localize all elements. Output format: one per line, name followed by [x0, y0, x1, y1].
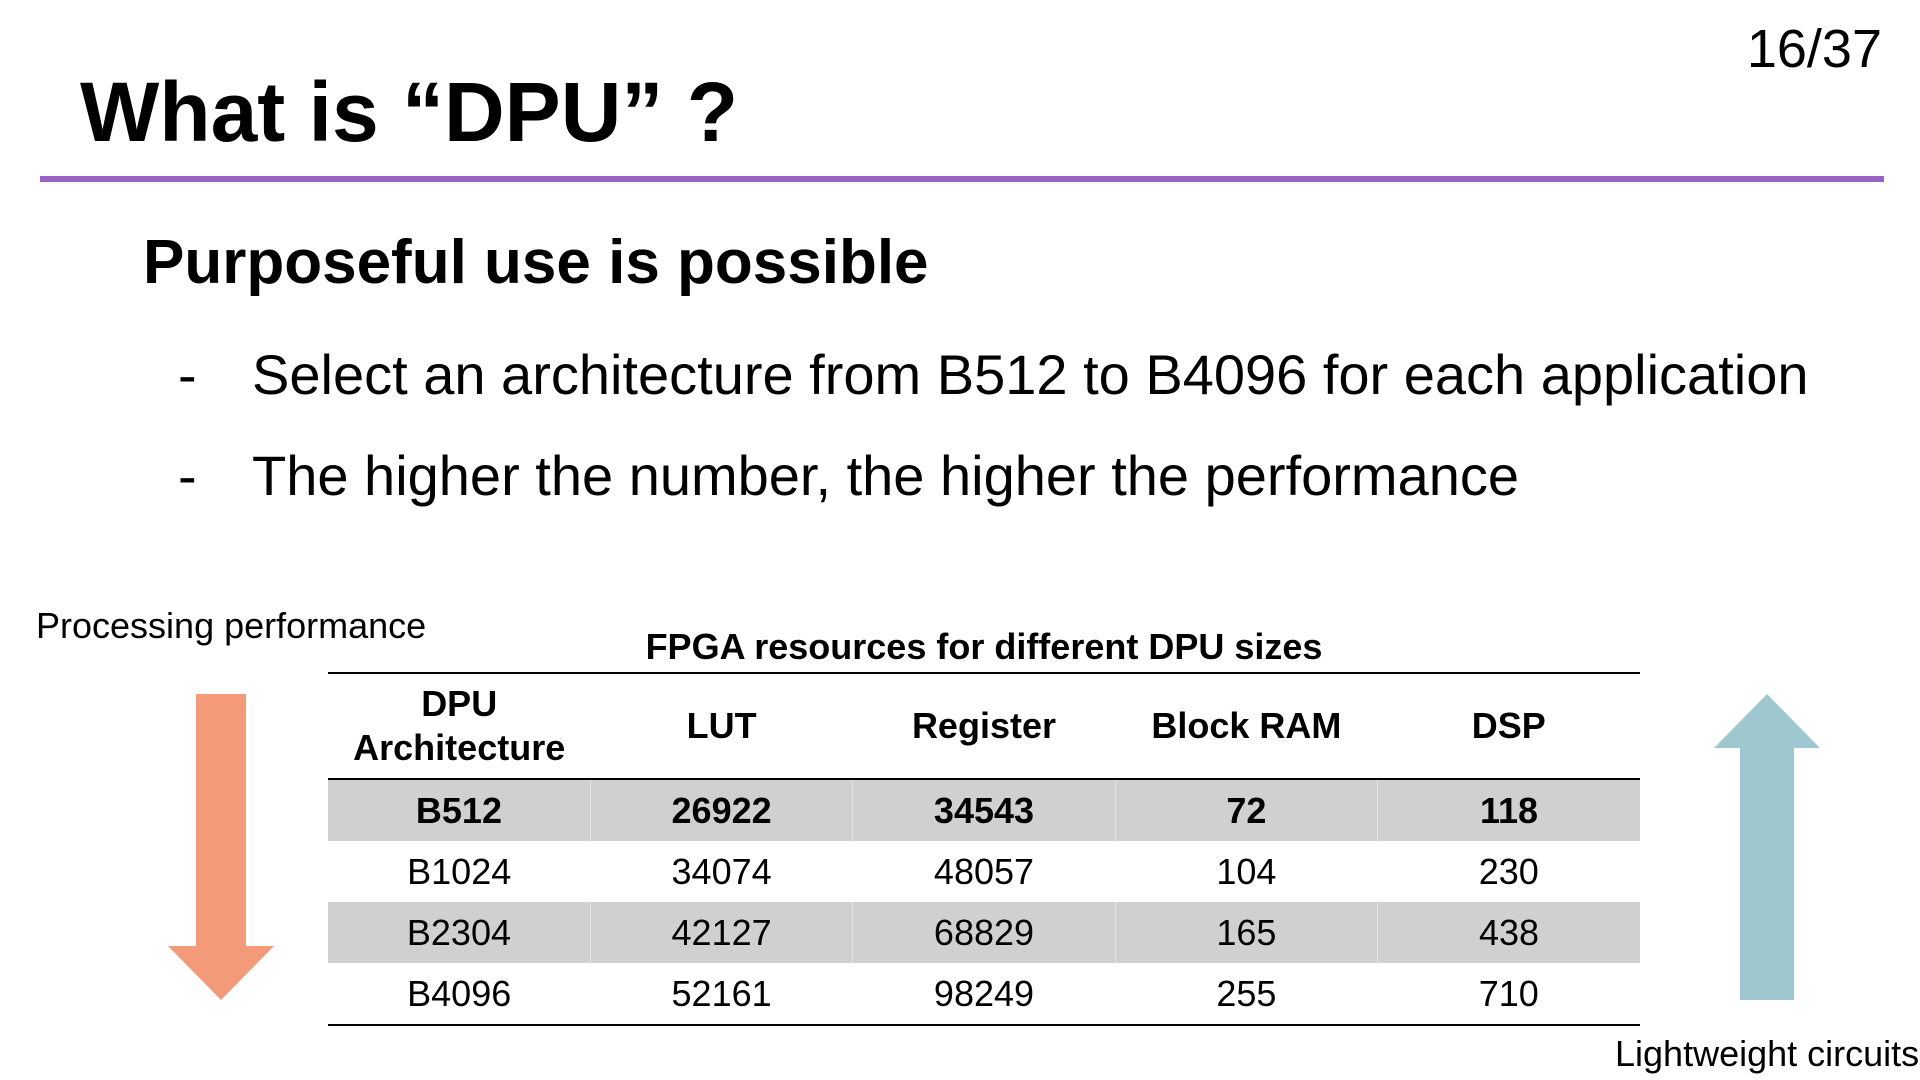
cell-lut: 34074 [671, 850, 772, 892]
lightweight-circuits-label: Lightweight circuits [1615, 1033, 1920, 1074]
cell-arch: B512 [328, 779, 591, 841]
bullet-text: The higher the number, the higher the pe… [252, 444, 1519, 507]
bullet-dash: - [178, 444, 197, 507]
cell-block-ram: 165 [1115, 902, 1379, 963]
cell-register: 48057 [933, 850, 1035, 892]
cell-lut: 52161 [590, 963, 853, 1026]
header-block-ram: Block RAM [1115, 672, 1378, 780]
fpga-resource-table: DPU Architecture LUT Register Block RAM … [328, 672, 1640, 1026]
header-arch-line2: Architecture [353, 727, 566, 768]
cell-arch: B4096 [328, 963, 591, 1026]
cell-register: 98249 [852, 963, 1116, 1026]
page-number: 16/37 [1746, 19, 1882, 79]
cell-dsp: 230 [1478, 850, 1539, 892]
slide-title: What is “DPU” ? [80, 65, 739, 159]
table-row: B1024 34074 48057 104 230 [328, 841, 1640, 902]
processing-performance-label: Processing performance [36, 605, 427, 646]
cell-block-ram: 255 [1115, 963, 1378, 1026]
cell-block-ram: 104 [1216, 850, 1277, 892]
cell-dsp: 438 [1377, 902, 1640, 963]
header-register: Register [852, 672, 1116, 780]
arrow-up-icon [1714, 694, 1820, 1000]
bullet-text: Select an architecture from B512 to B409… [252, 343, 1809, 406]
header-dsp: DSP [1377, 672, 1640, 780]
bullet-item: - Select an architecture from B512 to B40… [178, 347, 1809, 403]
table-row: B2304 42127 68829 165 438 [328, 902, 1640, 963]
cell-arch: B1024 [407, 850, 512, 892]
cell-arch: B2304 [328, 902, 591, 963]
cell-dsp: 118 [1377, 779, 1640, 841]
cell-dsp: 710 [1377, 963, 1640, 1026]
header-lut: LUT [590, 672, 853, 780]
table-row: B4096 52161 98249 255 710 [328, 963, 1640, 1026]
cell-block-ram: 72 [1115, 779, 1379, 841]
bullet-dash: - [178, 343, 197, 406]
header-arch-line1: DPU [421, 683, 498, 724]
cell-register: 68829 [852, 902, 1116, 963]
table-header-row: DPU Architecture LUT Register Block RAM … [328, 672, 1640, 780]
cell-register: 34543 [852, 779, 1116, 841]
table-caption: FPGA resources for different DPU sizes [645, 626, 1323, 667]
header-dpu-architecture: DPU Architecture [328, 672, 591, 780]
cell-lut: 26922 [590, 779, 854, 841]
subheading: Purposeful use is possible [143, 228, 929, 297]
arrow-down-icon [168, 694, 274, 1000]
bullet-item: - The higher the number, the higher the p… [178, 448, 1519, 504]
table-row: B512 26922 34543 72 118 [328, 779, 1640, 841]
title-divider [40, 176, 1884, 182]
cell-lut: 42127 [590, 902, 854, 963]
